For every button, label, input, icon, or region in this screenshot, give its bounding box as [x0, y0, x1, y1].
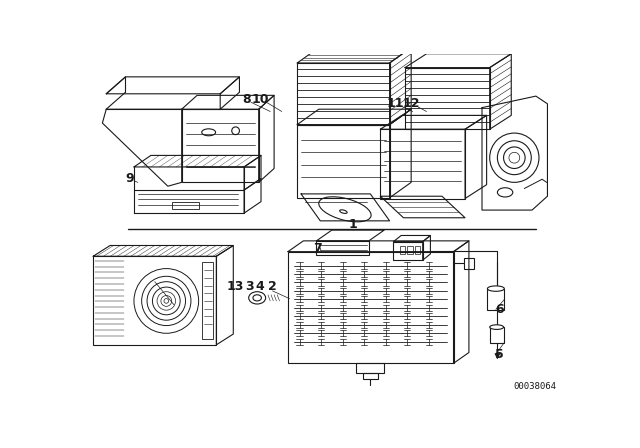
Bar: [380, 129, 465, 198]
Bar: [488, 289, 504, 310]
Text: 7: 7: [313, 242, 321, 255]
Text: 6: 6: [495, 303, 504, 316]
Text: 00038064: 00038064: [514, 382, 557, 391]
Text: 2: 2: [268, 280, 277, 293]
Bar: [182, 109, 259, 182]
Bar: [316, 241, 369, 255]
Ellipse shape: [490, 325, 504, 329]
Bar: [297, 63, 390, 125]
Bar: [356, 363, 384, 373]
Bar: [297, 125, 390, 198]
Bar: [363, 373, 378, 379]
Text: 13: 13: [226, 280, 243, 293]
Bar: [394, 241, 422, 260]
Bar: [172, 202, 200, 209]
Bar: [464, 258, 474, 269]
Text: 8: 8: [242, 94, 251, 107]
Bar: [407, 246, 413, 254]
Ellipse shape: [488, 286, 504, 291]
Text: 4: 4: [256, 280, 264, 293]
Bar: [288, 252, 454, 363]
Bar: [490, 327, 504, 343]
Bar: [415, 246, 420, 254]
Text: 5: 5: [495, 348, 504, 361]
Bar: [399, 246, 405, 254]
Text: 3: 3: [245, 280, 254, 293]
Bar: [93, 256, 216, 345]
Bar: [202, 263, 213, 339]
Text: 10: 10: [252, 94, 269, 107]
Text: 11: 11: [387, 97, 404, 110]
Text: 1: 1: [348, 218, 357, 231]
Bar: [405, 68, 490, 129]
Text: 12: 12: [403, 97, 420, 110]
Text: 9: 9: [125, 172, 134, 185]
